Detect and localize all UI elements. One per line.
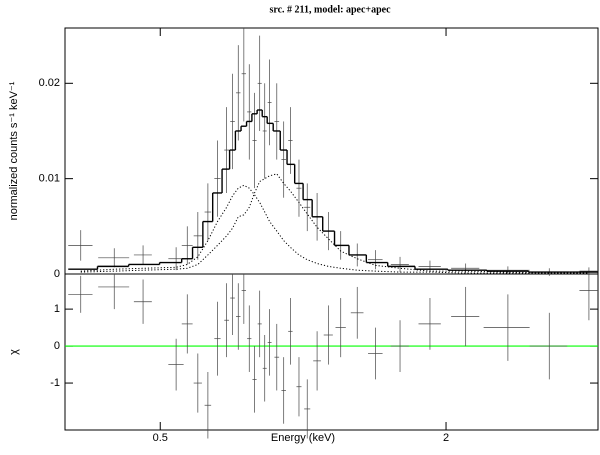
x-axis-label: Energy (keV) [271, 432, 335, 444]
model-component [80, 184, 589, 274]
x-tick-label: 2 [443, 432, 449, 444]
y-axis-label: χ [8, 349, 20, 355]
x-tick-label: 0.5 [153, 432, 168, 444]
bottom-frame [64, 273, 599, 431]
y-tick-label: 0 [54, 340, 60, 352]
y-tick-label: 0.01 [39, 173, 60, 185]
y-tick-label: -1 [50, 377, 60, 389]
model-component [80, 173, 589, 274]
y-axis-label: normalized counts s⁻¹ keV⁻¹ [8, 81, 20, 220]
y-tick-label: 1 [54, 303, 60, 315]
model-step-connector [96, 110, 530, 273]
chart-title: src. # 211, model: apec+apec [269, 4, 391, 15]
y-tick-label: 0.02 [39, 77, 60, 89]
y-tick-label: 0 [54, 268, 60, 280]
top-frame [64, 27, 599, 275]
